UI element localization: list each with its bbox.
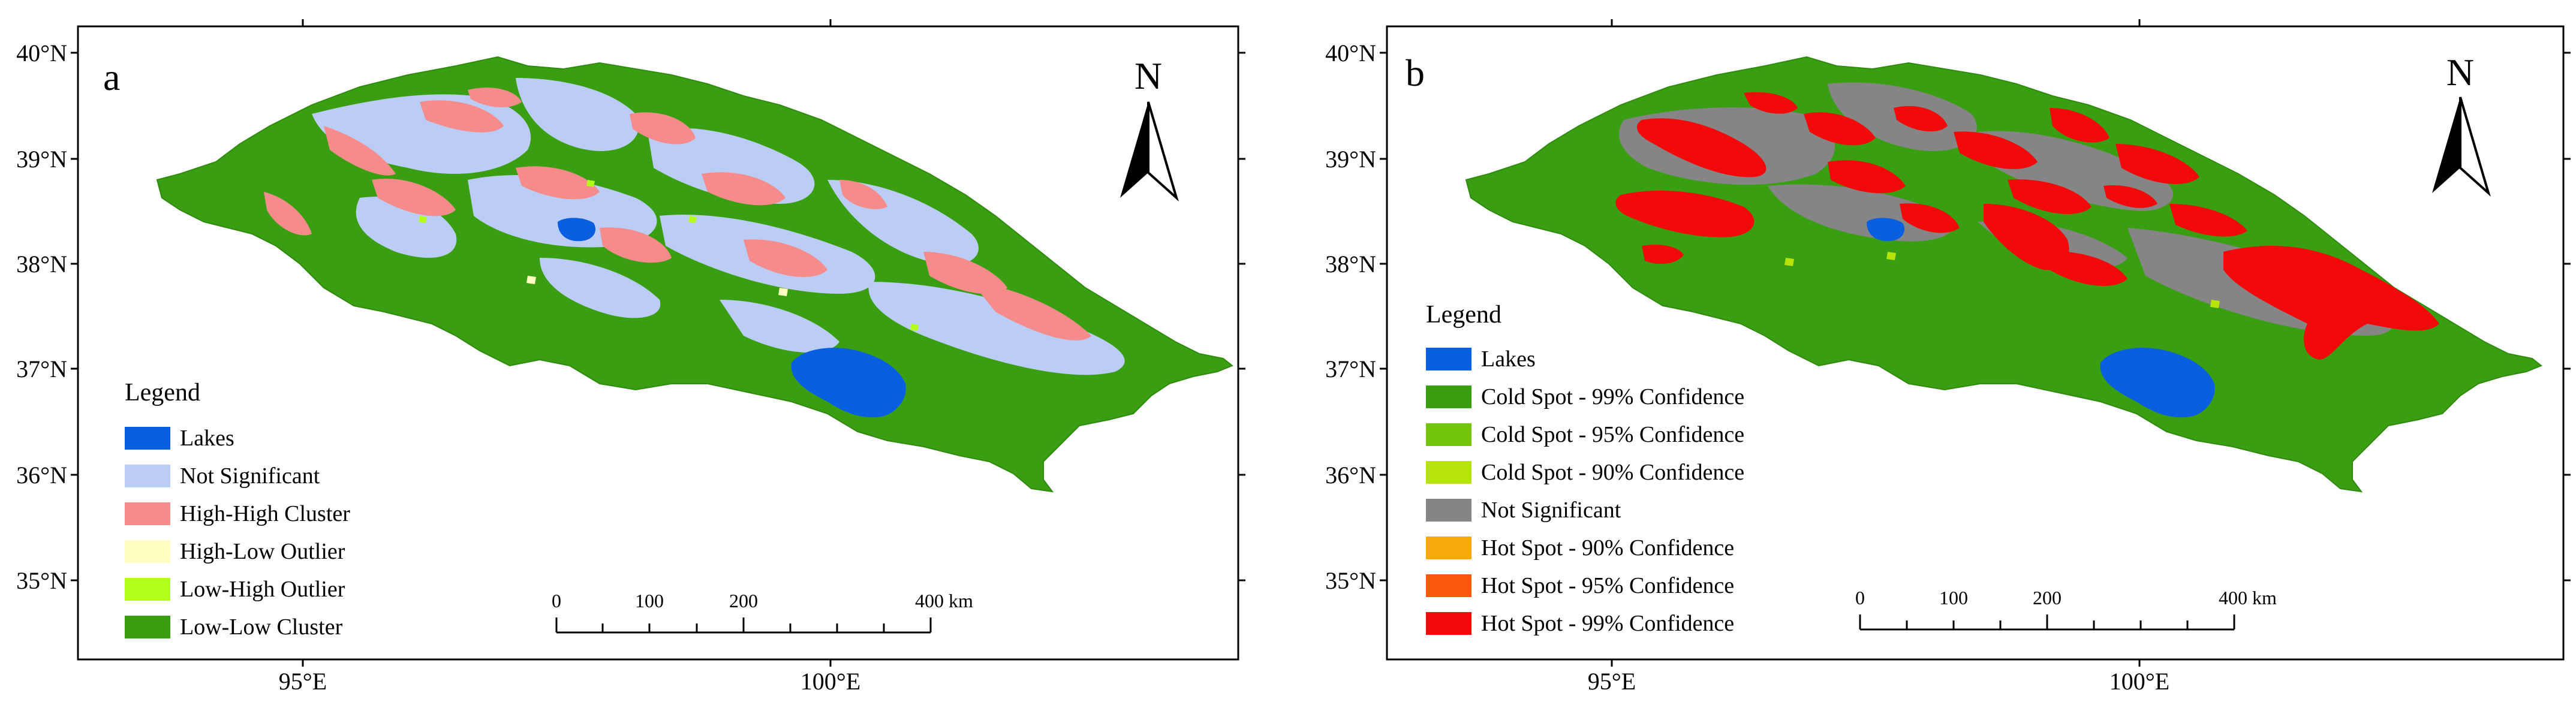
scale-bar: 0 100 200 400 km (1855, 587, 2277, 631)
high-low-outliers (526, 276, 788, 296)
legend-swatch-not-significant (125, 465, 170, 487)
legend-swatch-cold-95 (1426, 423, 1471, 446)
lat-label-37: 37°N (1325, 355, 1376, 382)
high-high-clusters (264, 88, 1091, 341)
lat-label-39: 39°N (1325, 146, 1376, 173)
north-arrow-right-icon (1147, 101, 1179, 202)
scale-tick-400: 400 km (915, 590, 973, 611)
panel-letter: a (103, 56, 120, 98)
lat-label-36: 36°N (1325, 462, 1376, 489)
legend-swatch-hot-99 (1426, 612, 1471, 635)
legend: Legend Lakes Not Significant High-High C… (125, 379, 350, 640)
frame-ticks (71, 19, 1245, 667)
legend-swatch-high-low (125, 540, 170, 563)
scale-bar: 0 100 200 400 km (552, 590, 973, 634)
lat-label-39: 39°N (16, 146, 67, 173)
legend-label-hot-90: Hot Spot - 90% Confidence (1481, 535, 1734, 561)
legend-label-hot-95: Hot Spot - 95% Confidence (1481, 573, 1734, 598)
scale-tick-400: 400 km (2219, 587, 2277, 608)
hot-spot-99-areas (1615, 92, 2439, 360)
north-arrow-right-icon (2459, 97, 2491, 197)
map-panel-b: 40°N 39°N 38°N 37°N 36°N 35°N 95°E 100°E… (1288, 0, 2576, 705)
scale-tick-0: 0 (552, 590, 561, 611)
lake-small (1867, 218, 1905, 242)
legend-swatch-high-high (125, 502, 170, 525)
scale-tick-100: 100 (1939, 587, 1968, 608)
legend-swatch-lakes (125, 427, 170, 450)
lat-label-37: 37°N (16, 355, 67, 382)
lat-label-40: 40°N (1325, 40, 1376, 67)
legend-swatch-lakes (1426, 348, 1471, 370)
lon-label-100: 100°E (801, 668, 860, 695)
north-arrow: N (1120, 55, 1179, 202)
legend-swatch-hot-90 (1426, 537, 1471, 559)
frame-ticks (1380, 19, 2571, 667)
legend-label-lakes: Lakes (1481, 347, 1536, 372)
scale-tick-0: 0 (1855, 587, 1865, 608)
lat-label-35: 35°N (1325, 567, 1376, 594)
map-panel-a: 40°N 39°N 38°N 37°N 36°N 35°N 95°E 100°E… (0, 0, 1288, 705)
cold-spot-90-areas (1784, 252, 2220, 308)
legend-swatch-cold-99 (1426, 385, 1471, 408)
north-label: N (2446, 51, 2474, 94)
legend-label-low-low: Low-Low Cluster (180, 614, 343, 640)
lat-label-35: 35°N (16, 567, 67, 594)
legend-label-lakes: Lakes (180, 426, 234, 451)
panel-letter: b (1406, 52, 1425, 94)
legend-label-hot-99: Hot Spot - 99% Confidence (1481, 611, 1734, 636)
low-high-outliers (419, 180, 919, 331)
map-a-svg: 40°N 39°N 38°N 37°N 36°N 35°N 95°E 100°E… (16, 19, 1245, 695)
north-label: N (1134, 55, 1162, 97)
lat-label-38: 38°N (16, 251, 67, 278)
legend-swatch-low-low (125, 616, 170, 638)
north-arrow-left-icon (1120, 102, 1148, 198)
lon-label-100: 100°E (2109, 668, 2169, 695)
legend-label-not-significant: Not Significant (1481, 498, 1621, 523)
north-arrow: N (2432, 51, 2491, 197)
map-b-svg: 40°N 39°N 38°N 37°N 36°N 35°N 95°E 100°E… (1325, 19, 2571, 695)
legend-label-low-high: Low-High Outlier (180, 577, 345, 602)
legend: Legend Lakes Cold Spot - 99% Confidence … (1426, 301, 1744, 636)
scale-tick-200: 200 (729, 590, 758, 611)
lon-label-95: 95°E (279, 668, 327, 695)
scale-tick-100: 100 (635, 590, 664, 611)
legend-label-high-low: High-Low Outlier (180, 539, 345, 564)
legend-swatch-not-significant (1426, 499, 1471, 522)
legend-label-cold-99: Cold Spot - 99% Confidence (1481, 384, 1744, 409)
legend-label-high-high: High-High Cluster (180, 501, 350, 526)
lake-large (791, 348, 906, 418)
legend-title: Legend (125, 379, 200, 406)
north-arrow-left-icon (2432, 97, 2460, 193)
lon-label-95: 95°E (1588, 668, 1636, 695)
lat-label-40: 40°N (16, 40, 67, 67)
scale-tick-200: 200 (2033, 587, 2062, 608)
lake-small (558, 218, 596, 242)
legend-label-cold-95: Cold Spot - 95% Confidence (1481, 422, 1744, 447)
lat-label-38: 38°N (1325, 251, 1376, 278)
lat-label-36: 36°N (16, 462, 67, 489)
legend-title: Legend (1426, 301, 1501, 329)
hotspot-classes (1615, 82, 2439, 418)
legend-swatch-low-high (125, 578, 170, 601)
legend-label-not-significant: Not Significant (180, 463, 320, 489)
legend-swatch-hot-95 (1426, 574, 1471, 597)
legend-label-cold-90: Cold Spot - 90% Confidence (1481, 460, 1744, 485)
legend-swatch-cold-90 (1426, 461, 1471, 484)
lisa-classes (264, 78, 1125, 418)
lake-large (2100, 348, 2215, 418)
